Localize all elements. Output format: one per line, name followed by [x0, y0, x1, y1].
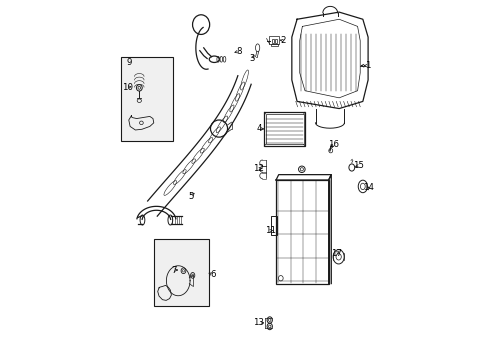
Text: 8: 8: [236, 47, 241, 56]
Text: 7: 7: [171, 266, 176, 275]
Text: 4: 4: [256, 125, 261, 134]
Text: 11: 11: [264, 226, 275, 235]
Bar: [275, 39, 277, 43]
Bar: [270, 44, 278, 46]
Bar: [264, 112, 305, 146]
Text: 15: 15: [353, 161, 364, 170]
Bar: [269, 36, 279, 44]
Bar: [265, 114, 303, 144]
Text: 10: 10: [122, 83, 133, 92]
Bar: [276, 180, 328, 284]
Text: 17: 17: [330, 249, 341, 258]
Text: 12: 12: [253, 164, 264, 173]
Text: 13: 13: [253, 318, 264, 327]
Text: 5: 5: [188, 192, 194, 201]
Text: 3: 3: [249, 54, 255, 63]
Text: 16: 16: [327, 140, 338, 149]
Bar: [121, 57, 173, 141]
Text: 9: 9: [126, 58, 131, 67]
Text: 6: 6: [210, 270, 215, 279]
Text: 2: 2: [280, 36, 285, 45]
Text: 1: 1: [364, 61, 369, 70]
Bar: [270, 216, 276, 235]
Bar: [153, 239, 208, 306]
Text: 14: 14: [362, 183, 373, 192]
Bar: [271, 39, 274, 43]
